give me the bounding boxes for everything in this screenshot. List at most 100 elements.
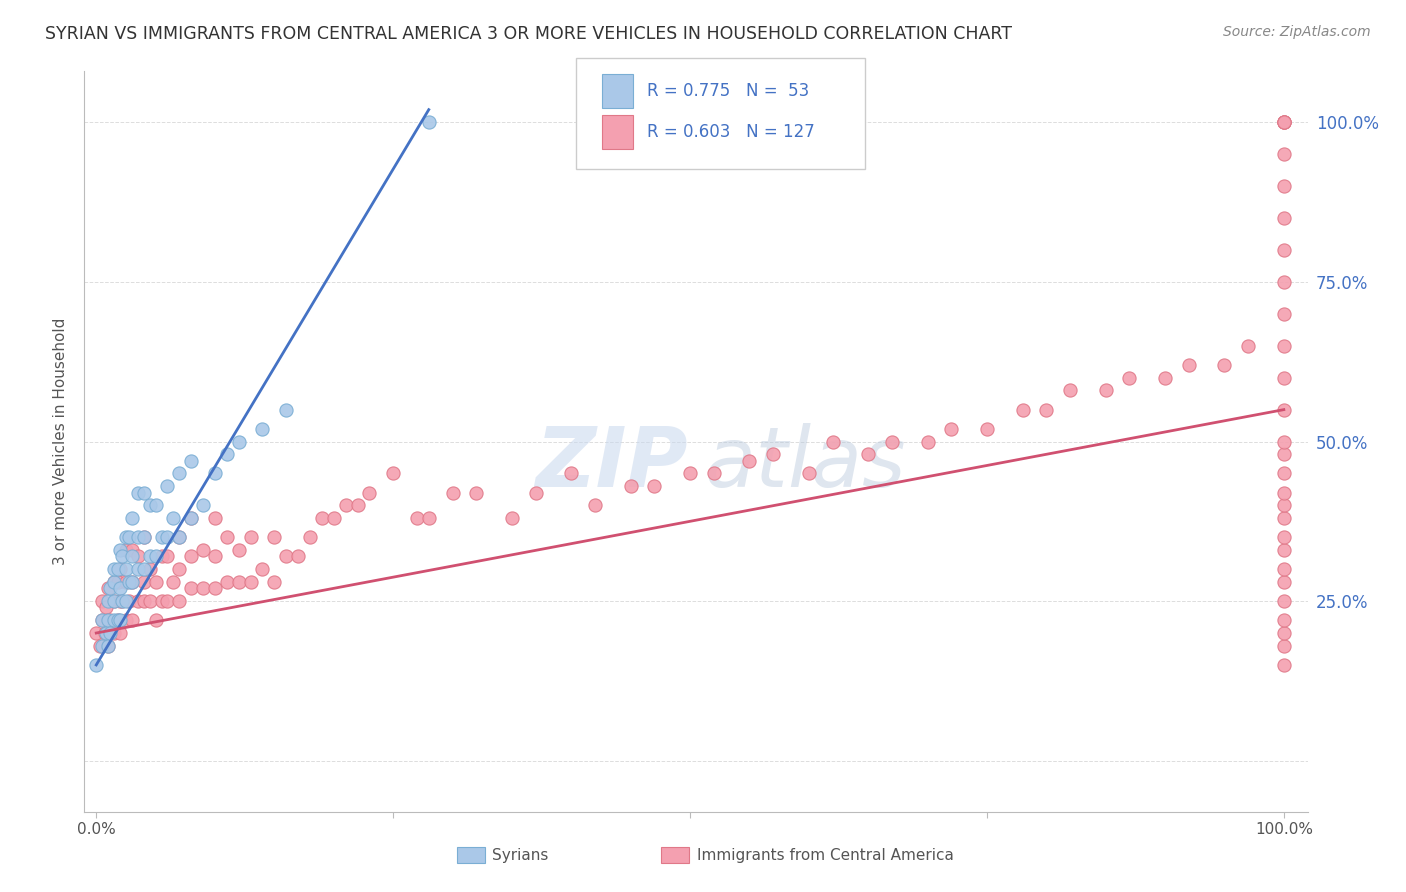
Point	[1118, 370, 1140, 384]
Point	[132, 485, 155, 500]
Point	[93, 626, 115, 640]
Point	[115, 613, 138, 627]
Point	[941, 422, 963, 436]
Point	[169, 467, 191, 481]
Point	[115, 594, 138, 608]
Y-axis label: 3 or more Vehicles in Household: 3 or more Vehicles in Household	[53, 318, 69, 566]
Point	[298, 530, 321, 544]
Point	[118, 574, 141, 589]
Point	[91, 639, 114, 653]
Point	[180, 549, 202, 564]
Point	[1272, 574, 1295, 589]
Point	[84, 626, 107, 640]
Point	[132, 530, 155, 544]
Point	[94, 626, 117, 640]
Point	[145, 549, 167, 564]
Point	[239, 530, 262, 544]
Point	[204, 511, 226, 525]
Point	[1272, 594, 1295, 608]
Point	[118, 594, 141, 608]
Point	[1272, 370, 1295, 384]
Point	[228, 574, 250, 589]
Point	[107, 613, 129, 627]
Point	[1272, 339, 1295, 353]
Point	[215, 574, 238, 589]
Point	[91, 613, 114, 627]
Point	[1272, 275, 1295, 289]
Point	[276, 549, 298, 564]
Point	[583, 499, 606, 513]
Point	[1272, 115, 1295, 129]
Point	[150, 549, 173, 564]
Point	[501, 511, 523, 525]
Point	[1154, 370, 1177, 384]
Point	[103, 626, 125, 640]
Point	[1059, 384, 1081, 398]
Point	[1272, 179, 1295, 194]
Point	[103, 562, 125, 576]
Text: Immigrants from Central America: Immigrants from Central America	[697, 848, 955, 863]
Point	[127, 562, 149, 576]
Point	[418, 115, 440, 129]
Point	[418, 511, 440, 525]
Point	[1272, 639, 1295, 653]
Point	[138, 594, 160, 608]
Point	[169, 562, 191, 576]
Point	[204, 549, 226, 564]
Point	[138, 499, 160, 513]
Point	[917, 434, 939, 449]
Point	[127, 594, 149, 608]
Point	[215, 530, 238, 544]
Point	[162, 511, 184, 525]
Point	[204, 467, 226, 481]
Point	[100, 626, 122, 640]
Point	[228, 543, 250, 558]
Point	[311, 511, 333, 525]
Point	[121, 613, 143, 627]
Point	[111, 594, 134, 608]
Point	[359, 485, 381, 500]
Point	[107, 574, 129, 589]
Point	[1213, 358, 1236, 372]
Point	[103, 594, 125, 608]
Point	[121, 543, 143, 558]
Point	[1035, 402, 1057, 417]
Point	[97, 613, 120, 627]
Point	[1011, 402, 1033, 417]
Point	[1237, 339, 1260, 353]
Point	[465, 485, 488, 500]
Point	[100, 613, 122, 627]
Point	[215, 447, 238, 461]
Point	[180, 453, 202, 467]
Point	[145, 613, 167, 627]
Point	[108, 582, 131, 596]
Point	[121, 574, 143, 589]
Point	[156, 594, 179, 608]
Point	[441, 485, 464, 500]
Text: ZIP: ZIP	[534, 423, 688, 504]
Point	[1272, 543, 1295, 558]
Point	[1272, 530, 1295, 544]
Point	[138, 562, 160, 576]
Point	[1272, 307, 1295, 321]
Point	[132, 574, 155, 589]
Point	[620, 479, 643, 493]
Point	[97, 582, 120, 596]
Point	[335, 499, 357, 513]
Point	[103, 594, 125, 608]
Point	[162, 574, 184, 589]
Point	[180, 582, 202, 596]
Point	[1272, 613, 1295, 627]
Text: Syrians: Syrians	[492, 848, 548, 863]
Point	[204, 582, 226, 596]
Point	[228, 434, 250, 449]
Point	[180, 511, 202, 525]
Text: Source: ZipAtlas.com: Source: ZipAtlas.com	[1223, 25, 1371, 39]
Point	[97, 639, 120, 653]
Point	[287, 549, 309, 564]
Point	[797, 467, 820, 481]
Point	[108, 543, 131, 558]
Point	[252, 422, 274, 436]
Point	[108, 613, 131, 627]
Point	[1272, 447, 1295, 461]
